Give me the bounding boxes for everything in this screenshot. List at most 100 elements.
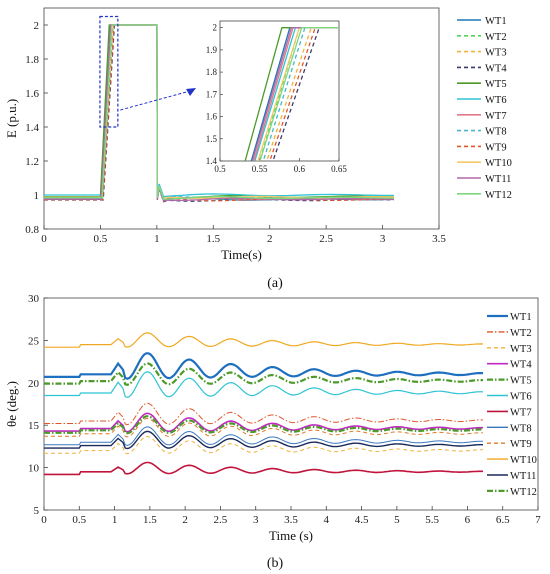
series-line-wt12 [44,24,394,201]
inset-x-tick-label: 0.55 [252,164,268,174]
legend-label-b: WT6 [510,392,532,403]
x-tick-label-b: 2 [182,514,188,526]
y-tick-label-a: 0.8 [25,224,39,236]
series-line-wt1 [44,352,483,380]
y-tick-label-a: 1 [34,190,40,202]
series-line-wt5 [44,362,483,386]
y-tick-label-b: 20 [28,378,40,390]
inset-x-tick-label: 0.6 [294,164,306,174]
y-tick-label-a: 1.2 [25,156,39,168]
inset-x-tick-label: 0.5 [214,164,226,174]
legend-label-a: WT11 [485,174,511,185]
legend-b: WT1 WT2 WT3 WT4 WT5 WT6 WT7 WT8 WT9 WT10 WT11 WT12 [487,312,537,498]
legend-label-b: WT3 [510,344,532,355]
series-line-wt1 [44,24,394,202]
x-tick-label-a: 1 [154,233,160,245]
x-tick-label-b: 6.5 [496,514,510,526]
series-line-wt4 [44,412,483,433]
inset-y-tick-label: 1.8 [206,67,218,77]
inset-y-tick-label: 1.6 [206,112,218,122]
zoom-box-a [99,15,119,128]
inset-series-wt8 [262,27,339,161]
legend-label-b: WT11 [510,471,536,482]
y-tick-label-b: 15 [28,420,40,432]
inset-series-wt12 [259,27,339,161]
x-tick-label-a: 1.5 [206,233,220,245]
legend-label-a: WT9 [485,142,507,153]
legend-label-b: WT1 [510,312,532,323]
y-tick-label-a: 2 [34,20,40,32]
zoom-arrowhead-a [186,88,196,96]
x-tick-label-b: 0 [41,514,47,526]
x-tick-label-a: 3 [380,233,386,245]
legend-label-a: WT6 [485,95,507,106]
series-line-wt6 [44,371,484,399]
y-axis-label-a: E (p.u.) [4,99,19,138]
inset-y-tick-label: 1.4 [206,156,218,166]
series-line-wt9 [44,418,483,438]
inset-y-tick-label: 1.9 [206,45,218,55]
series-line-wt6 [44,24,394,198]
x-tick-label-a: 0.5 [94,233,108,245]
legend-label-b: WT7 [510,407,532,418]
legend-label-b: WT12 [510,487,537,498]
y-tick-label-a: 1.8 [25,54,39,66]
y-tick-label-a: 1.6 [25,88,39,100]
chart-a: 0 0.5 1 1.5 2 2.5 3 3.5 0.8 1 1.2 1.4 1.6 1.8 2 Time(s)… [4,7,512,291]
zoom-arrow-a [120,90,191,111]
x-tick-label-a: 3.5 [432,233,446,245]
x-tick-label-b: 3.5 [284,514,298,526]
x-tick-label-b: 5.5 [425,514,439,526]
x-tick-label-b: 6 [465,514,471,526]
legend-label-b: WT2 [510,328,532,339]
legend-label-a: WT1 [485,16,507,27]
x-tick-label-b: 3 [253,514,259,526]
x-tick-label-b: 1.5 [143,514,157,526]
inset-x-tick-label: 0.65 [331,164,347,174]
inset-a: 0.5 0.55 0.6 0.65 1.4 1.5 1.6 1.7 1.8 1.9 2 [206,20,347,174]
y-tick-label-a: 1.4 [25,122,39,134]
x-tick-label-b: 4 [324,514,330,526]
series-line-wt2 [44,402,484,426]
inset-y-tick-label: 1.5 [206,134,218,144]
legend-label-b: WT5 [510,376,532,387]
y-tick-label-b: 30 [28,293,40,305]
inset-series-wt4 [272,27,339,161]
series-line-wt3 [44,436,483,455]
series-line-wt8 [44,426,483,446]
legend-a: WT1 WT2 WT3 WT4 WT5 WT6 WT7 WT8 WT9 WT10 WT11 WT12 [457,16,512,201]
legend-label-a: WT12 [485,190,512,201]
y-axis-label-b: θe (deg.) [4,381,19,427]
x-tick-label-a: 2.5 [319,233,333,245]
x-tick-label-b: 7 [535,514,541,526]
legend-label-a: WT3 [485,48,507,59]
series-line-wt4 [44,24,394,203]
inset-y-tick-label: 2 [213,23,218,33]
axes-box-a [43,7,440,230]
legend-label-b: WT10 [510,455,537,466]
axes-box-b [43,297,539,511]
legend-label-b: WT8 [510,423,532,434]
panel-caption-b: (b) [267,556,284,571]
legend-label-a: WT5 [485,79,507,90]
legend-label-b: WT9 [510,439,532,450]
y-tick-label-b: 10 [28,463,40,475]
series-line-wt7 [44,24,394,202]
x-tick-label-b: 5 [394,514,400,526]
x-tick-label-b: 2.5 [214,514,228,526]
series-line-wt9 [44,24,394,203]
x-tick-label-b: 0.5 [72,514,86,526]
panel-caption-a: (a) [267,276,283,291]
legend-label-a: WT10 [485,158,512,169]
x-tick-label-a: 2 [267,233,273,245]
series-line-wt12 [44,415,484,435]
series-line-wt11 [44,430,483,450]
series-line-wt10 [44,332,484,348]
series-line-wt7 [44,461,483,476]
legend-label-b: WT4 [510,360,532,371]
x-axis-label-a: Time(s) [221,247,262,262]
inset-y-tick-label: 1.7 [206,89,218,99]
legend-label-a: WT4 [485,63,507,74]
x-tick-label-b: 4.5 [355,514,369,526]
